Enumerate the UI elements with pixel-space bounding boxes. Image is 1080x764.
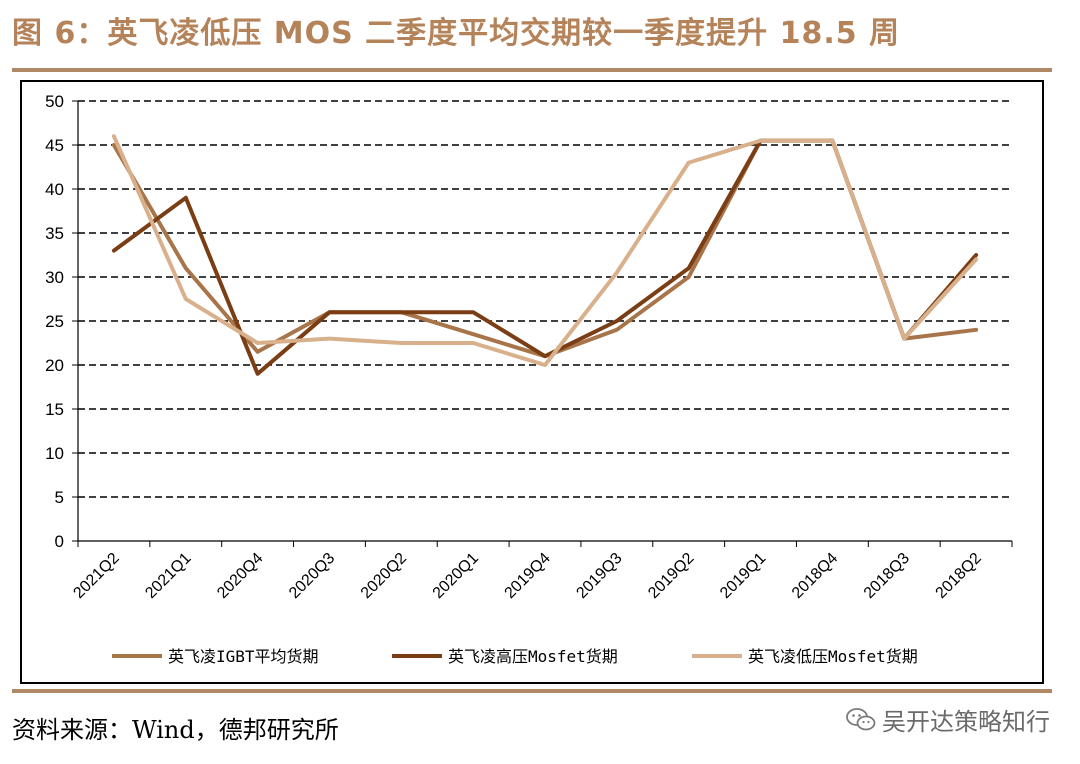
- x-tick-label: 2018Q3: [861, 550, 913, 602]
- legend: 英飞凌IGBT平均货期 英飞凌高压Mosfet货期 英飞凌低压Mosfet货期: [112, 647, 918, 666]
- series-line-1: [111, 138, 979, 359]
- x-tick-label: 2020Q4: [214, 550, 266, 602]
- y-tick-label: 20: [45, 356, 64, 375]
- grid-lines: [78, 100, 1012, 498]
- y-tick-label: 35: [45, 224, 64, 243]
- legend-label: 英飞凌高压Mosfet货期: [448, 647, 618, 666]
- watermark-label: 吴开达策略知行: [882, 708, 1050, 736]
- source-note: 资料来源：Wind，德邦研究所: [12, 716, 339, 744]
- y-tick-label: 15: [45, 400, 64, 419]
- y-tick-label: 10: [45, 444, 64, 463]
- x-tick-labels: 2021Q2 2021Q1 2020Q4 2020Q3 2020Q2 2020Q1 2019…: [70, 550, 985, 602]
- y-tick-label: 30: [45, 268, 64, 287]
- chart-title: 图 6：英飞凌低压 MOS 二季度平均交期较一季度提升 18.5 周: [12, 16, 901, 51]
- y-tick-label: 45: [45, 136, 64, 155]
- x-tick-label: 2021Q2: [70, 550, 122, 602]
- series-lines: [111, 134, 979, 376]
- y-tick-label: 0: [55, 532, 64, 551]
- legend-label: 英飞凌低压Mosfet货期: [748, 647, 918, 666]
- x-tick-label: 2020Q3: [286, 550, 338, 602]
- watermark: 吴开达策略知行: [846, 702, 1050, 737]
- series-line-3: [111, 134, 979, 367]
- y-tick-label: 40: [45, 180, 64, 199]
- y-tick-labels: 0 5 10 15 20 25 30 35 40 45 50: [45, 92, 64, 551]
- x-tick-label: 2021Q1: [142, 550, 194, 602]
- x-tick-label: 2019Q4: [502, 550, 554, 602]
- bottom-rule: [12, 689, 1052, 693]
- axes: [72, 100, 1013, 547]
- top-rule: [12, 68, 1052, 72]
- x-tick-label: 2018Q2: [933, 550, 985, 602]
- x-tick-label: 2018Q4: [789, 550, 841, 602]
- y-tick-label: 25: [45, 312, 64, 331]
- legend-label: 英飞凌IGBT平均货期: [168, 647, 319, 666]
- x-tick-label: 2019Q2: [645, 550, 697, 602]
- x-tick-label: 2019Q1: [717, 550, 769, 602]
- x-tick-label: 2020Q2: [358, 550, 410, 602]
- x-tick-label: 2020Q1: [430, 550, 482, 602]
- wechat-icon: [846, 707, 876, 730]
- y-tick-label: 50: [45, 92, 64, 111]
- y-tick-label: 5: [55, 488, 64, 507]
- x-tick-label: 2019Q3: [573, 550, 625, 602]
- chart-frame: [20, 80, 1044, 684]
